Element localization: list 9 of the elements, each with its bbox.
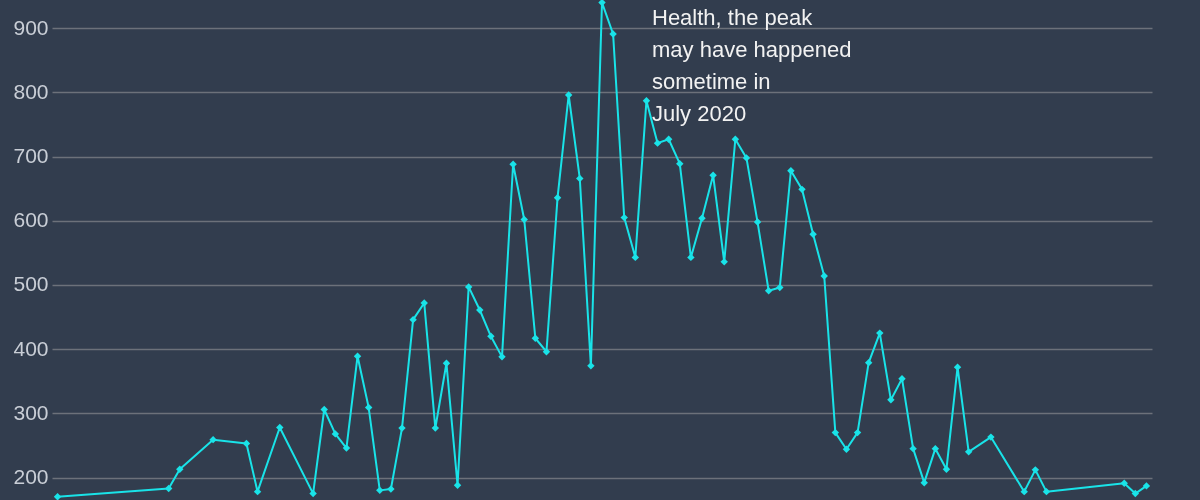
y-tick-label: 400: [13, 336, 49, 360]
y-tick-label: 200: [13, 465, 49, 489]
annotation: Health, the peak may have happened sometime in July 2020: [652, 5, 852, 126]
y-tick-label: 700: [13, 144, 49, 168]
y-tick-label: 600: [13, 208, 49, 232]
y-tick-label: 500: [13, 272, 49, 296]
y-tick-label: 300: [13, 400, 49, 424]
y-tick-label: 800: [13, 79, 49, 103]
y-tick-label: 900: [13, 15, 49, 39]
